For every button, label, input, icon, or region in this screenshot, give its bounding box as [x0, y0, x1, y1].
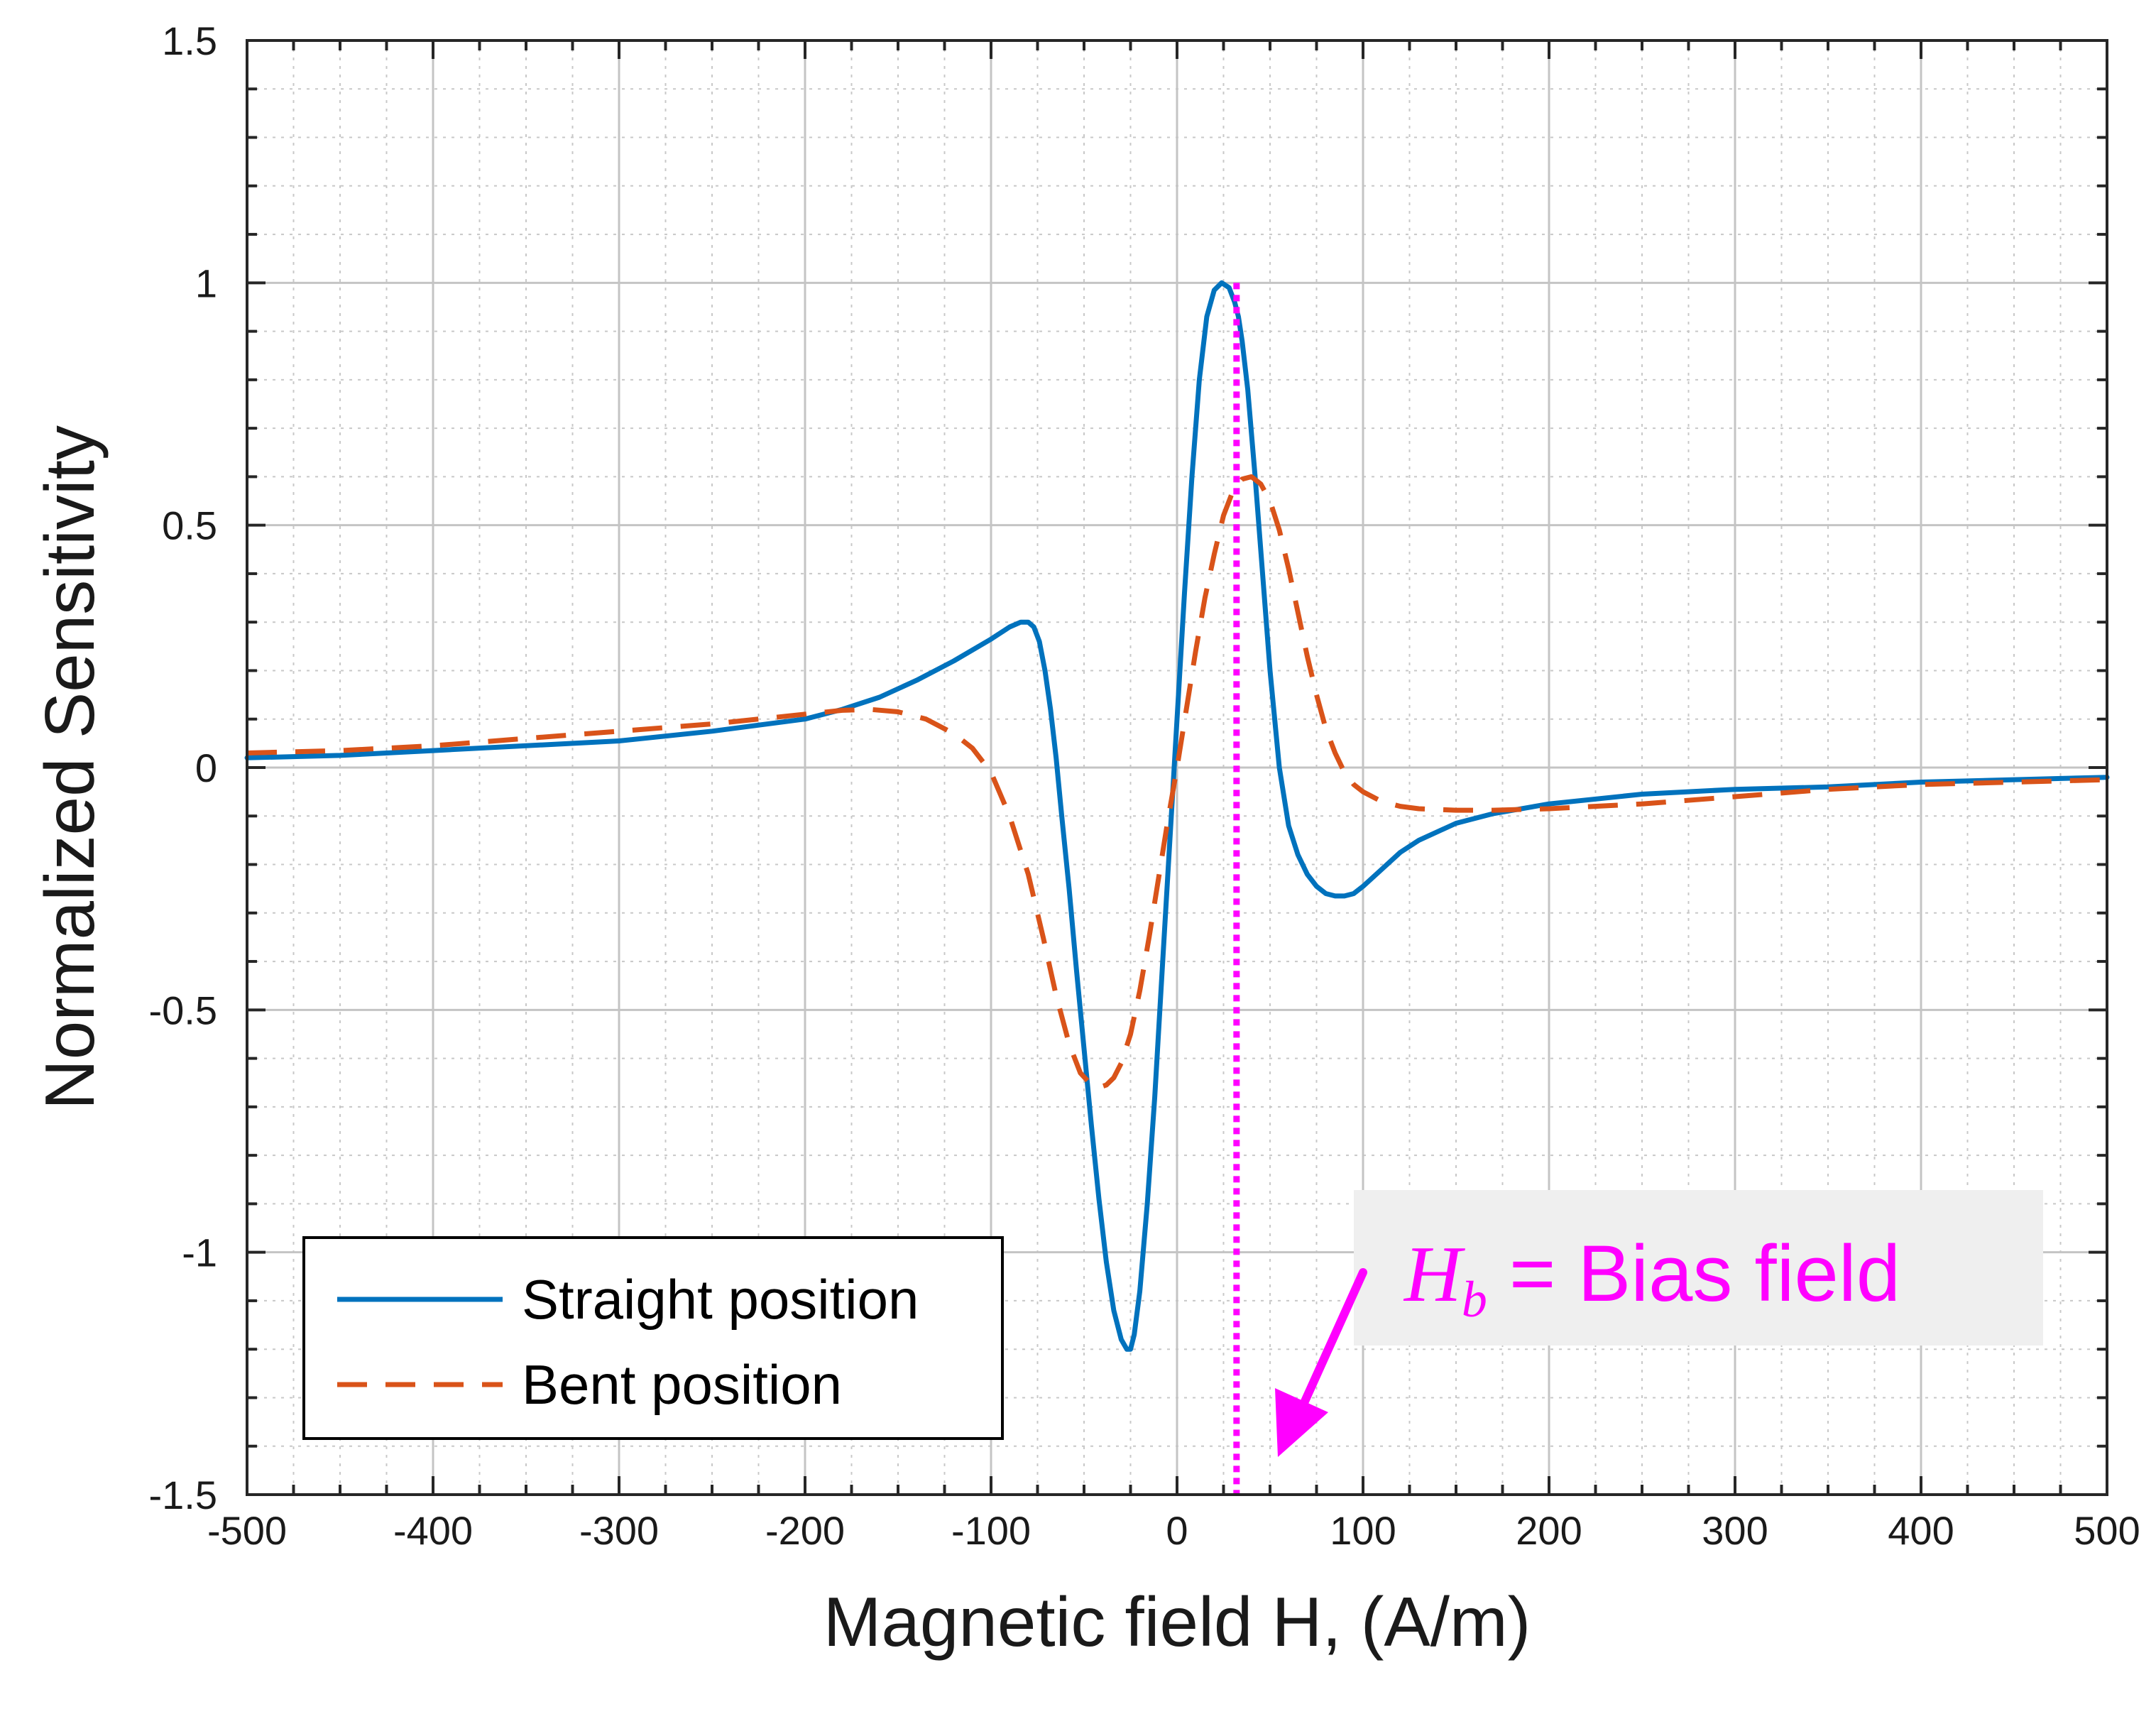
x-tick-label: -200 — [765, 1508, 845, 1553]
x-tick-label: -100 — [951, 1508, 1031, 1553]
series-bent-position — [246, 474, 2108, 1091]
y-axis-title: Normalized Sensitivity — [31, 425, 109, 1110]
annotation-math-symbol: H — [1403, 1230, 1465, 1319]
bias-field-annotation: Hb = Bias field — [1275, 1190, 2043, 1457]
y-tick-label: 0 — [195, 746, 217, 790]
x-tick-label: 500 — [2074, 1508, 2140, 1553]
y-tick-label: 1 — [195, 261, 217, 305]
x-tick-label: 0 — [1166, 1508, 1188, 1553]
annotation-arrow-head — [1275, 1388, 1328, 1457]
series-layer — [244, 280, 2110, 1352]
x-tick-label: 300 — [1702, 1508, 1768, 1553]
annotation-label: = Bias field — [1487, 1229, 1900, 1318]
annotation-math-subscript: b — [1462, 1271, 1487, 1328]
y-tick-label: -1 — [182, 1230, 217, 1275]
x-tick-label: -500 — [207, 1508, 287, 1553]
x-axis-title: Magnetic field H, (A/m) — [823, 1583, 1531, 1661]
y-tick-label: -1.5 — [149, 1473, 218, 1517]
y-tick-label: -0.5 — [149, 988, 218, 1032]
legend-box — [302, 1236, 1004, 1440]
legend-label-bent: Bent position — [522, 1353, 842, 1416]
y-tick-labels: -1.5 -1 -0.5 0 0.5 1 1.5 — [149, 18, 218, 1517]
x-tick-label: 100 — [1330, 1508, 1396, 1553]
annotation-text: Hb = Bias field — [1403, 1229, 1900, 1328]
x-tick-label: -400 — [393, 1508, 473, 1553]
ticks-layer — [246, 39, 2108, 1496]
y-tick-label: 1.5 — [162, 18, 217, 63]
legend: Straight position Bent position — [302, 1236, 1004, 1440]
y-tick-label: 0.5 — [162, 503, 217, 548]
x-tick-labels: -500 -400 -300 -200 -100 0 100 200 300 400 500 — [207, 1508, 2140, 1553]
x-tick-label: 200 — [1516, 1508, 1582, 1553]
legend-label-straight: Straight position — [522, 1268, 919, 1331]
x-tick-label: -300 — [579, 1508, 659, 1553]
annotation-arrow-shaft — [1299, 1268, 1367, 1409]
annotation-background — [1354, 1190, 2043, 1346]
x-tick-label: 400 — [1888, 1508, 1954, 1553]
